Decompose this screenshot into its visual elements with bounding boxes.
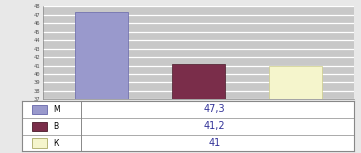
Text: 41: 41 — [208, 138, 221, 148]
Bar — [269, 65, 322, 153]
Bar — [172, 64, 225, 153]
Text: В: В — [53, 122, 58, 131]
Bar — [32, 138, 47, 148]
Text: 47,3: 47,3 — [204, 104, 225, 114]
Bar — [32, 122, 47, 131]
Text: М: М — [53, 105, 60, 114]
Bar — [32, 105, 47, 114]
Text: 41,2: 41,2 — [204, 121, 225, 131]
Bar — [75, 12, 128, 153]
Text: К: К — [53, 139, 58, 147]
